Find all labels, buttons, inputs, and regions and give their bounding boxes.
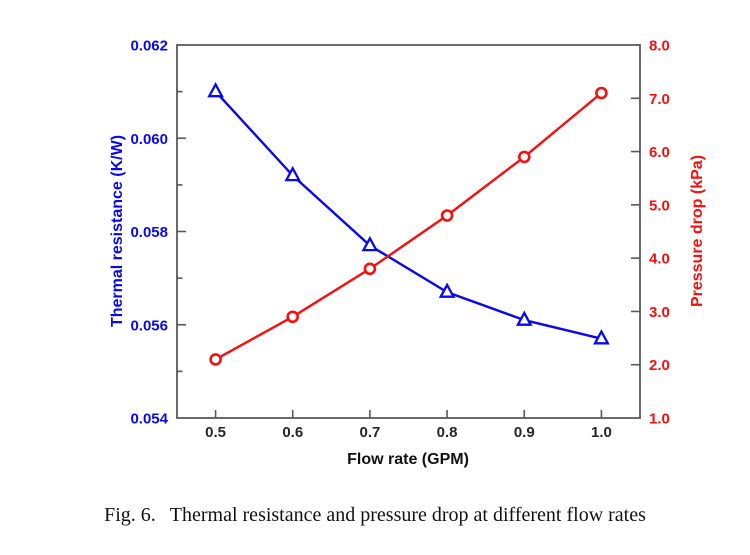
marker-triangle-thermal-resistance: [284, 165, 302, 182]
marker-circle-pressure-drop: [517, 150, 531, 164]
x-axis-title: Flow rate (GPM): [347, 451, 469, 468]
right-tick-label: 5.0: [649, 197, 670, 214]
plot-series: [207, 81, 610, 366]
marker-triangle-thermal-resistance: [438, 282, 456, 298]
right-tick-label: 6.0: [649, 144, 670, 161]
figure-caption-text: Thermal resistance and pressure drop at …: [169, 504, 646, 526]
dual-axis-chart: 0.5 0.6 0.7 0.8 0.9 1.0 0.054 0.056 0.058 0.060 0.…: [109, 38, 706, 469]
left-tick-label: 0.054: [130, 411, 168, 428]
right-tick-label: 2.0: [649, 357, 670, 374]
plot-frame: [176, 44, 641, 419]
axis-ticks: 0.5 0.6 0.7 0.8 0.9 1.0 0.054 0.056 0.058 0.060 0.…: [130, 38, 669, 442]
marker-circle-pressure-drop: [595, 86, 608, 100]
left-tick-label: 0.058: [130, 224, 168, 241]
figure-caption-label: Fig. 6.: [104, 504, 156, 526]
left-tick-label: 0.062: [130, 38, 168, 55]
x-tick-label: 0.9: [514, 424, 535, 441]
x-tick-label: 0.5: [205, 424, 226, 441]
right-tick-label: 4.0: [649, 251, 670, 268]
right-tick-label: 8.0: [649, 38, 670, 55]
x-tick-label: 0.6: [282, 424, 303, 441]
marker-triangle-thermal-resistance: [361, 235, 379, 252]
marker-circle-pressure-drop: [209, 353, 222, 366]
series-line-thermal-resistance: [214, 90, 602, 340]
series-line-pressure-drop: [215, 92, 603, 361]
figure-caption: Fig. 6. Thermal resistance and pressure d…: [0, 503, 750, 527]
right-axis-title: Pressure drop (kPa): [689, 155, 706, 307]
marker-triangle-thermal-resistance: [207, 81, 224, 98]
marker-circle-pressure-drop: [440, 209, 454, 222]
x-tick-label: 1.0: [591, 424, 612, 441]
right-tick-label: 7.0: [649, 91, 670, 108]
right-tick-label: 3.0: [649, 304, 670, 321]
x-tick-label: 0.7: [359, 424, 380, 441]
marker-circle-pressure-drop: [363, 262, 377, 276]
left-tick-label: 0.060: [130, 131, 168, 148]
marker-triangle-thermal-resistance: [593, 329, 610, 345]
marker-circle-pressure-drop: [286, 310, 300, 324]
right-tick-label: 1.0: [649, 411, 670, 428]
left-axis-title: Thermal resistance (K/W): [109, 135, 126, 327]
x-tick-label: 0.8: [437, 424, 458, 441]
marker-triangle-thermal-resistance: [515, 310, 533, 326]
left-tick-label: 0.056: [130, 317, 168, 334]
